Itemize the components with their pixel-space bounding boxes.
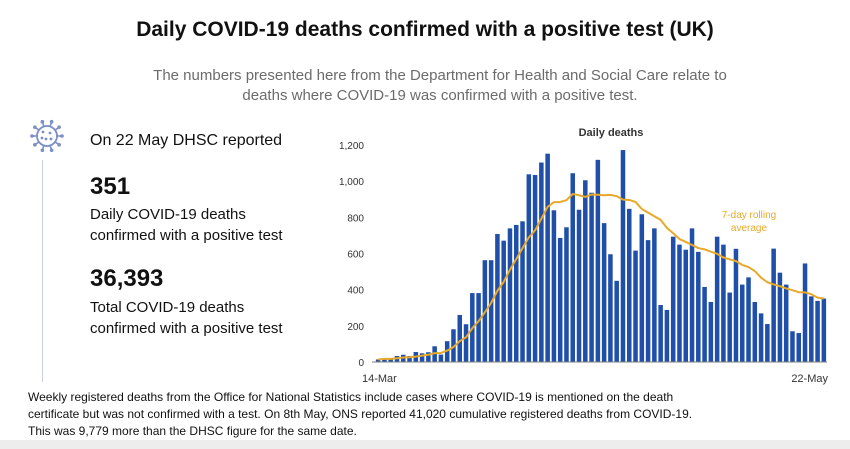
- y-tick-label: 1,000: [339, 177, 364, 188]
- y-tick-label: 1,200: [339, 141, 364, 152]
- bar: [696, 251, 701, 362]
- summary-divider: [42, 160, 43, 382]
- reported-date-text: On 22 May DHSC reported: [90, 132, 283, 149]
- bar: [746, 277, 751, 362]
- bar: [727, 292, 732, 362]
- bar: [382, 358, 387, 362]
- rolling-average-line: [378, 193, 825, 361]
- bar: [495, 233, 500, 362]
- bar: [520, 221, 525, 362]
- bar: [570, 173, 576, 362]
- bar: [526, 174, 532, 362]
- bar: [608, 254, 613, 362]
- bar: [790, 331, 795, 362]
- bar: [532, 175, 538, 362]
- bar: [595, 159, 601, 362]
- footer-line-1: Weekly registered deaths from the Office…: [28, 390, 674, 404]
- daily-label-line-1: Daily COVID-19 deaths: [90, 206, 246, 223]
- bar: [601, 223, 607, 362]
- bar: [639, 214, 645, 362]
- page-title: Daily COVID-19 deaths confirmed with a p…: [136, 18, 714, 41]
- bar: [388, 359, 393, 362]
- bar: [721, 244, 726, 362]
- bar: [583, 180, 588, 362]
- average-annotation-line-2: average: [731, 223, 768, 234]
- bar: [758, 313, 764, 362]
- y-tick-label: 400: [347, 286, 364, 297]
- bar: [771, 248, 776, 362]
- bar: [626, 208, 632, 362]
- total-deaths-value: 36,393: [90, 265, 164, 292]
- bar: [783, 284, 789, 362]
- bar: [658, 305, 663, 362]
- bar: [614, 280, 619, 362]
- bar: [815, 300, 820, 362]
- bar: [670, 236, 676, 362]
- y-tick-label: 600: [347, 250, 364, 261]
- bottom-bar: [0, 440, 850, 449]
- bar: [488, 260, 494, 362]
- x-tick-label-end: 22-May: [791, 373, 828, 385]
- bar: [545, 153, 550, 362]
- bar: [507, 228, 513, 362]
- bar: [821, 298, 827, 362]
- bar: [513, 224, 519, 362]
- daily-label-line-2: confirmed with a positive test: [90, 227, 283, 244]
- bar: [714, 236, 720, 362]
- bar: [375, 359, 381, 362]
- bar: [620, 150, 626, 362]
- bar: [702, 286, 707, 362]
- bar: [557, 237, 563, 362]
- total-label-line-1: Total COVID-19 deaths: [90, 299, 245, 316]
- virus-icon: [30, 119, 64, 153]
- daily-deaths-value: 351: [90, 173, 131, 200]
- page-subtitle: The numbers presented here from the Depa…: [100, 66, 780, 106]
- bar: [652, 228, 657, 362]
- bar: [683, 249, 689, 362]
- bar: [419, 353, 425, 362]
- bar: [765, 324, 770, 362]
- total-label-line-2: confirmed with a positive test: [90, 320, 283, 337]
- bar: [802, 263, 808, 362]
- bar: [457, 314, 463, 362]
- bar: [739, 284, 745, 362]
- bar: [589, 192, 594, 362]
- bar: [733, 248, 739, 362]
- footer-line-3: This was 9,779 more than the DHSC figure…: [28, 424, 357, 438]
- subtitle-line-2: deaths where COVID-19 was confirmed with…: [242, 87, 638, 104]
- bar: [809, 296, 814, 362]
- bar: [664, 309, 670, 362]
- x-tick-label-start: 14-Mar: [362, 373, 397, 385]
- bar: [438, 354, 444, 362]
- y-tick-label: 200: [347, 322, 364, 333]
- bar: [551, 210, 557, 362]
- bar: [677, 244, 682, 362]
- bar: [476, 293, 481, 362]
- bar: [539, 162, 544, 362]
- bar: [777, 272, 783, 362]
- bar: [796, 333, 802, 362]
- bar: [689, 228, 695, 362]
- footer-note: Weekly registered deaths from the Office…: [28, 389, 828, 440]
- bar: [576, 209, 582, 362]
- bar: [708, 301, 714, 362]
- bar: [463, 324, 469, 362]
- average-annotation-line-1: 7-day rolling: [722, 210, 776, 221]
- bar: [645, 240, 651, 362]
- daily-deaths-chart: 0 200 400 600 800 1,000 1,200 Daily deaths 14-Ma…: [339, 127, 829, 385]
- bar: [752, 301, 758, 362]
- y-tick-label: 0: [358, 358, 364, 369]
- total-deaths-label: Total COVID-19 deaths confirmed with a p…: [90, 297, 330, 339]
- y-tick-label: 800: [347, 213, 364, 224]
- chart-title: Daily deaths: [579, 127, 644, 139]
- bar: [633, 250, 638, 362]
- subtitle-line-1: The numbers presented here from the Depa…: [153, 67, 727, 84]
- daily-deaths-label: Daily COVID-19 deaths confirmed with a p…: [90, 204, 330, 246]
- bar: [407, 356, 412, 362]
- bar: [501, 240, 506, 362]
- bar: [564, 227, 569, 362]
- footer-line-2: certificate but was not confirmed with a…: [28, 407, 693, 421]
- bar: [426, 352, 431, 362]
